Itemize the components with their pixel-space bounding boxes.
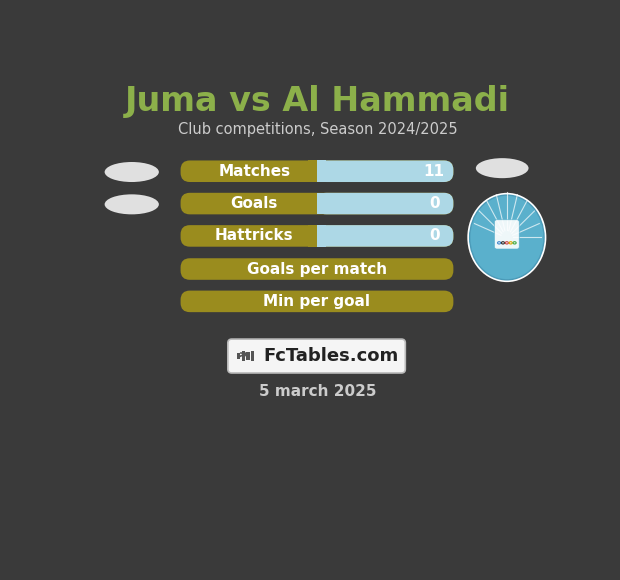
FancyBboxPatch shape [317,193,453,215]
Ellipse shape [105,194,159,215]
FancyBboxPatch shape [180,291,453,312]
FancyBboxPatch shape [228,339,405,373]
Bar [308,225,317,246]
Ellipse shape [470,195,544,280]
Bar [247,352,249,360]
Bar [308,161,317,182]
Text: 5 march 2025: 5 march 2025 [259,384,376,399]
FancyBboxPatch shape [180,258,453,280]
FancyBboxPatch shape [317,161,453,182]
Ellipse shape [105,162,159,182]
Ellipse shape [467,193,546,282]
Text: Juma vs Al Hammadi: Juma vs Al Hammadi [125,85,510,118]
Bar [251,351,254,361]
FancyBboxPatch shape [180,225,453,246]
Text: 11: 11 [424,164,445,179]
Bar [308,193,317,215]
FancyBboxPatch shape [180,161,453,182]
Text: Goals per match: Goals per match [247,262,387,277]
Text: Min per goal: Min per goal [264,294,371,309]
Bar [317,193,326,215]
Text: Goals: Goals [231,196,278,211]
FancyBboxPatch shape [495,220,520,249]
Bar [242,351,245,361]
FancyBboxPatch shape [317,225,453,246]
Text: Club competitions, Season 2024/2025: Club competitions, Season 2024/2025 [178,122,458,137]
Text: 0: 0 [429,229,440,244]
Bar [317,225,326,246]
Bar [317,161,326,182]
FancyBboxPatch shape [180,193,453,215]
Text: Hattricks: Hattricks [215,229,293,244]
Text: Matches: Matches [218,164,290,179]
Text: 0: 0 [429,196,440,211]
Text: FcTables.com: FcTables.com [263,347,398,365]
Ellipse shape [476,158,528,178]
Bar [237,353,241,359]
